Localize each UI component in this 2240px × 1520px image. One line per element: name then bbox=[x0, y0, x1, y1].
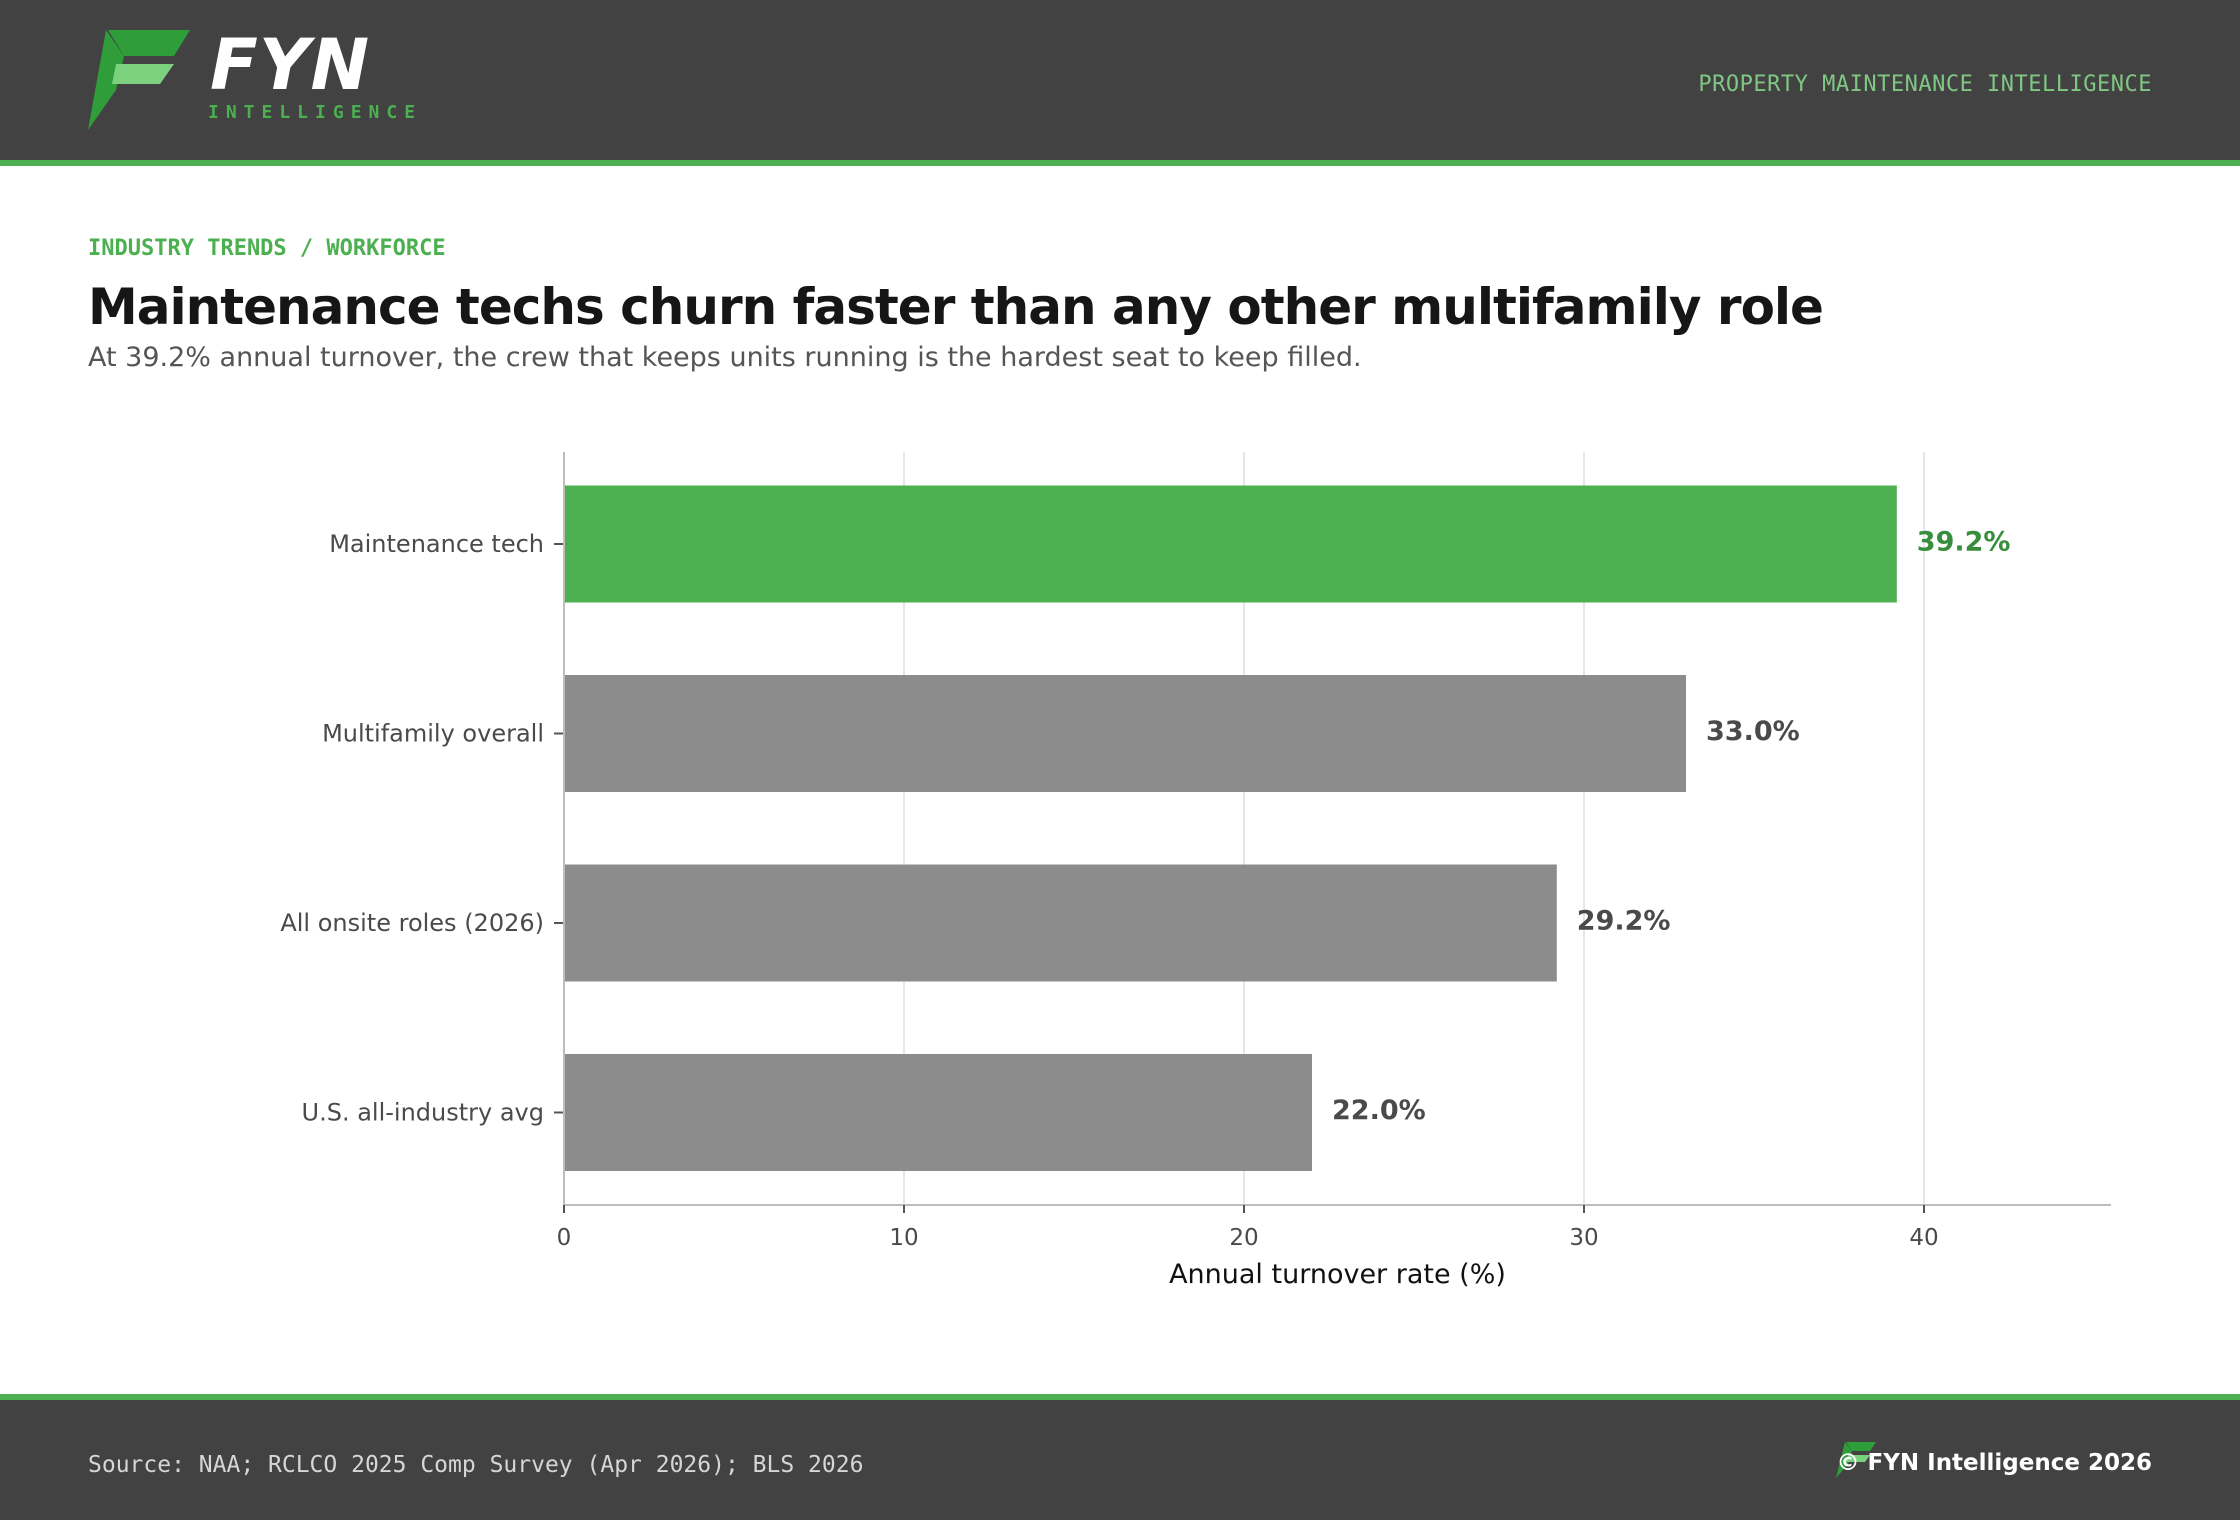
category-label: Multifamily overall bbox=[322, 720, 544, 748]
brand-logo: FYN INTELLIGENCE bbox=[88, 28, 428, 134]
footer-accent-rule bbox=[0, 1394, 2240, 1400]
value-label: 39.2% bbox=[1917, 527, 2011, 558]
copyright: © FYN Intelligence 2026 bbox=[1836, 1450, 2153, 1476]
value-label: 29.2% bbox=[1577, 906, 1671, 937]
brand-subtitle: INTELLIGENCE bbox=[208, 102, 423, 123]
brand-wordmark: FYN bbox=[210, 24, 371, 106]
bar bbox=[564, 485, 1897, 603]
value-label: 33.0% bbox=[1706, 716, 1800, 747]
x-tick-label: 30 bbox=[1569, 1225, 1598, 1251]
fyn-logo-icon bbox=[88, 30, 190, 130]
x-tick-label: 40 bbox=[1909, 1225, 1938, 1251]
turnover-bar-chart: Maintenance tech 39.2% Multifamily overall… bbox=[280, 452, 2111, 1290]
fyn-footer-logo-icon bbox=[1836, 1442, 1876, 1478]
category-label: All onsite roles (2026) bbox=[280, 909, 544, 937]
bar bbox=[564, 864, 1557, 982]
footer-bar bbox=[0, 1400, 2240, 1520]
x-axis-title: Annual turnover rate (%) bbox=[1169, 1259, 1506, 1290]
header-accent-rule bbox=[0, 160, 2240, 166]
chart-subtitle: At 39.2% annual turnover, the crew that … bbox=[88, 342, 1362, 373]
bar bbox=[564, 675, 1686, 792]
x-tick-label: 0 bbox=[557, 1225, 572, 1251]
section-kicker: INDUSTRY TRENDS / WORKFORCE bbox=[88, 236, 446, 261]
chart-title: Maintenance techs churn faster than any … bbox=[88, 278, 1824, 336]
category-label: U.S. all-industry avg bbox=[302, 1099, 544, 1127]
source-note: Source: NAA; RCLCO 2025 Comp Survey (Apr… bbox=[88, 1452, 864, 1478]
header-bar bbox=[0, 0, 2240, 160]
header-tagline: PROPERTY MAINTENANCE INTELLIGENCE bbox=[1698, 72, 2152, 97]
x-tick-label: 20 bbox=[1229, 1225, 1258, 1251]
category-label: Maintenance tech bbox=[329, 530, 544, 558]
x-tick-label: 10 bbox=[889, 1225, 918, 1251]
bar bbox=[564, 1054, 1312, 1171]
value-label: 22.0% bbox=[1332, 1095, 1426, 1126]
